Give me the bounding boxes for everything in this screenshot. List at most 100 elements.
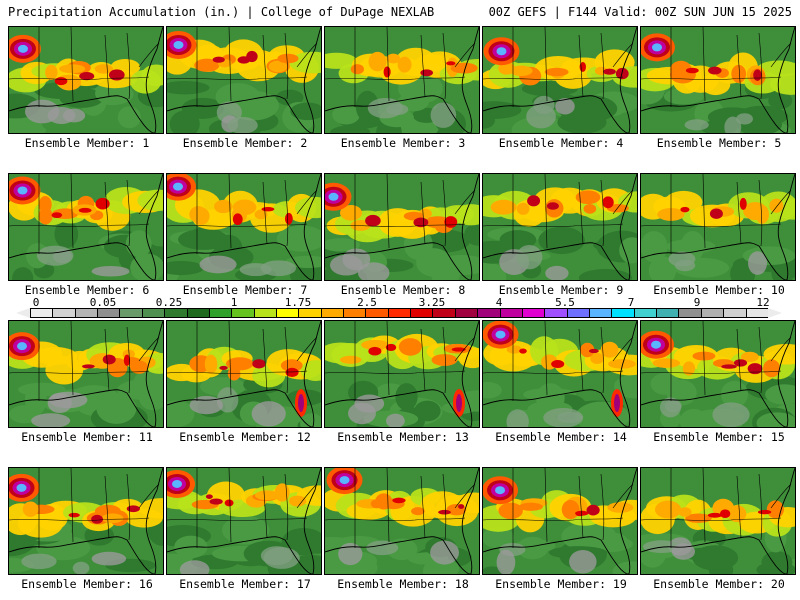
precip-shade xyxy=(194,58,220,72)
coastline xyxy=(325,321,479,427)
precip-shade xyxy=(117,379,163,400)
precip-map xyxy=(483,174,637,280)
precip-shade xyxy=(655,500,682,519)
precip-shade xyxy=(167,80,210,95)
precip-shade xyxy=(555,98,575,115)
precip-shade xyxy=(495,486,506,495)
colorbar-swatch xyxy=(723,309,746,317)
colorbar-swatch xyxy=(477,309,500,317)
precip-shade xyxy=(252,359,266,369)
colorbar-label: 4 xyxy=(495,296,503,309)
state-boundary xyxy=(641,517,782,521)
state-boundary xyxy=(138,42,160,68)
precip-shade xyxy=(17,186,28,195)
state-boundary xyxy=(296,483,318,509)
precip-shade xyxy=(91,551,127,566)
state-boundary xyxy=(483,517,624,521)
precip-shade xyxy=(719,509,731,519)
state-boundary xyxy=(736,328,742,392)
panel-label: Ensemble Member: 1 xyxy=(24,136,150,150)
ensemble-map-panel xyxy=(482,467,638,575)
precip-shade xyxy=(214,199,233,214)
state-boundary xyxy=(420,181,426,245)
state-boundary xyxy=(736,475,742,539)
ensemble-map-panel xyxy=(640,320,796,428)
precip-shade xyxy=(280,359,303,372)
panel-label: Ensemble Member: 10 xyxy=(653,283,785,297)
precip-shade xyxy=(450,62,478,74)
state-boundary xyxy=(758,179,763,247)
precip-shade xyxy=(219,365,228,371)
ensemble-map-panel xyxy=(166,173,322,281)
precip-shade xyxy=(517,536,549,560)
precip-shade xyxy=(385,343,397,352)
precip-shade xyxy=(332,104,360,125)
precip-shade xyxy=(518,502,543,511)
colorbar-swatch xyxy=(544,309,567,317)
colorbar-swatch xyxy=(186,309,209,317)
precip-shade xyxy=(79,71,95,81)
state-boundary xyxy=(770,42,792,68)
colorbar-swatch xyxy=(454,309,478,317)
state-boundary xyxy=(104,328,110,392)
figure-title: Precipitation Accumulation (in.) | Colle… xyxy=(8,5,435,19)
precip-shade xyxy=(483,112,495,129)
precip-map xyxy=(167,27,321,133)
colorbar-swatch xyxy=(700,309,724,317)
panel-label: Ensemble Member: 12 xyxy=(179,430,311,444)
state-boundary xyxy=(9,76,150,80)
precip-map xyxy=(167,468,321,574)
precip-shade xyxy=(495,330,506,339)
precip-shade xyxy=(284,212,293,225)
precip-shade xyxy=(199,255,237,274)
precip-shade xyxy=(490,199,517,215)
precip-shade xyxy=(62,108,86,123)
precip-shade xyxy=(16,483,27,492)
panel-label: Ensemble Member: 2 xyxy=(182,136,308,150)
precip-shade xyxy=(739,197,747,210)
precip-shade xyxy=(386,413,405,427)
precip-shade xyxy=(294,196,321,219)
state-boundary xyxy=(442,32,447,100)
precip-shade xyxy=(172,479,183,488)
colorbar-label: 7 xyxy=(627,296,635,309)
precip-shade xyxy=(9,122,47,133)
ensemble-map-panel xyxy=(166,320,322,428)
ensemble-map-panel xyxy=(8,173,164,281)
coastline xyxy=(167,321,321,427)
precip-shade xyxy=(91,514,103,524)
precip-shade xyxy=(78,207,92,213)
precip-shade xyxy=(290,102,321,121)
precip-shade xyxy=(709,208,723,219)
precip-shade xyxy=(169,110,200,133)
state-boundary xyxy=(758,32,763,100)
colorbar-swatch xyxy=(678,309,701,317)
state-boundary xyxy=(138,336,160,362)
precip-shade xyxy=(17,44,28,53)
state-boundary xyxy=(138,483,160,509)
state-boundary xyxy=(9,370,150,374)
precip-shade xyxy=(36,245,74,266)
precip-shade xyxy=(368,346,382,356)
ensemble-map-panel xyxy=(640,467,796,575)
ensemble-map-panel xyxy=(640,173,796,281)
panel-label: Ensemble Member: 9 xyxy=(498,283,624,297)
ensemble-map-panel xyxy=(482,26,638,134)
precip-shade xyxy=(458,504,465,509)
precip-shade xyxy=(721,364,737,369)
coastline xyxy=(9,27,163,133)
panel-label: Ensemble Member: 3 xyxy=(340,136,466,150)
precip-shade xyxy=(446,61,456,66)
state-boundary xyxy=(641,223,782,227)
state-boundary xyxy=(126,326,131,394)
precip-shade xyxy=(583,204,597,214)
state-boundary xyxy=(262,181,268,245)
colorbar-swatch xyxy=(164,309,187,317)
colorbar-swatch xyxy=(52,309,75,317)
precip-shade xyxy=(763,343,795,365)
precip-shade xyxy=(17,342,28,351)
precip-shade xyxy=(769,73,795,95)
precip-shade xyxy=(575,190,601,205)
panel-label: Ensemble Member: 5 xyxy=(656,136,782,150)
precip-shade xyxy=(367,97,404,119)
